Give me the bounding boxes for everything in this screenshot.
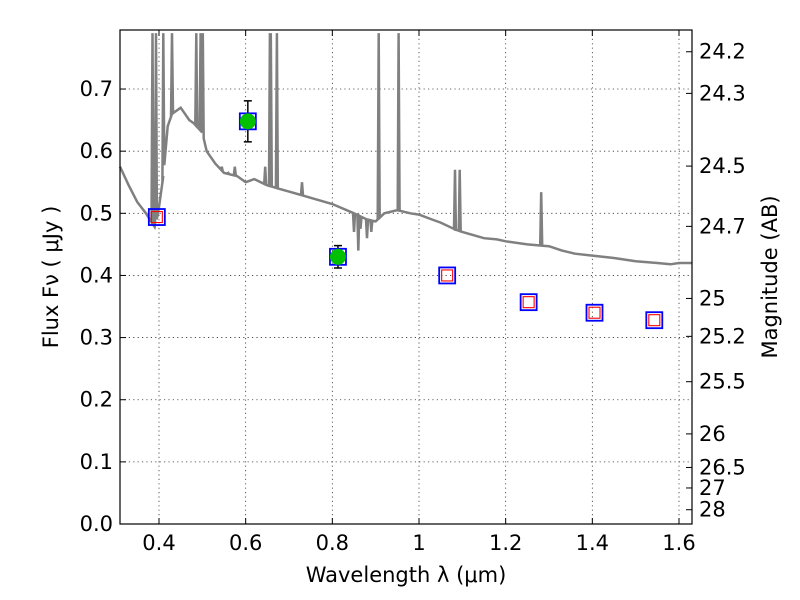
y-tick-label: 0.3	[80, 326, 113, 350]
y-tick-label: 0.5	[80, 201, 113, 225]
right-tick-label: 25.5	[699, 370, 746, 394]
right-tick-label: 26	[699, 422, 726, 446]
x-tick-label: 0.8	[316, 531, 349, 555]
plot-frame	[119, 29, 693, 525]
model-point-marker	[438, 266, 457, 285]
model-point-marker	[147, 208, 166, 226]
x-tick-label: 1	[412, 531, 425, 555]
upper-limit-marker	[522, 296, 535, 309]
right-tick-label: 24.3	[699, 81, 746, 105]
marker-layer	[147, 100, 664, 330]
right-tick-label: 24.2	[699, 40, 746, 64]
upper-limit-marker	[150, 210, 163, 224]
sed-layer	[118, 33, 692, 266]
observed-point-marker	[239, 113, 256, 130]
y-tick-label: 0.7	[80, 77, 113, 101]
right-tick-label: 24.7	[699, 214, 746, 238]
plot-background	[120, 30, 692, 524]
x-tick-label: 1.2	[489, 531, 522, 555]
x-tick-label: 0.4	[142, 531, 175, 555]
observed-point-marker	[329, 248, 346, 265]
x-tick-label: 1.4	[576, 531, 609, 555]
y-tick-label: 0.6	[80, 139, 113, 163]
x-tick-label: 0.6	[229, 531, 262, 555]
right-tick-label: 27	[699, 476, 726, 500]
model-point-marker	[585, 303, 604, 322]
y-tick-label: 0.1	[80, 450, 113, 474]
y-tick-label: 0.2	[80, 388, 113, 412]
right-tick-label: 26.5	[699, 455, 746, 479]
sed-model-line	[118, 33, 692, 266]
model-point-marker	[645, 311, 664, 330]
upper-limit-marker	[648, 314, 661, 327]
upper-limit-marker	[588, 306, 601, 319]
y-axis-label: Flux Fν ( μJy )	[39, 206, 63, 349]
y-right-axis-label: Magnitude (AB)	[758, 195, 782, 358]
model-point-marker	[519, 293, 538, 312]
x-axis-label: Wavelength λ (μm)	[306, 563, 507, 587]
right-tick-label: 24.5	[699, 154, 746, 178]
upper-limit-marker	[441, 269, 454, 282]
y-tick-label: 0.4	[80, 263, 113, 287]
x-tick-label: 1.6	[662, 531, 695, 555]
right-tick-label: 28	[699, 498, 726, 522]
tick-layer: 0.4 0.6 0.8 1 1.2 1.4 1.6 0.0 0.1 0.2 0.3 0.4 0.5 0.6…	[80, 30, 746, 555]
right-tick-label: 25.2	[699, 324, 746, 348]
right-tick-label: 25	[699, 286, 726, 310]
y-tick-label: 0.0	[80, 512, 113, 536]
